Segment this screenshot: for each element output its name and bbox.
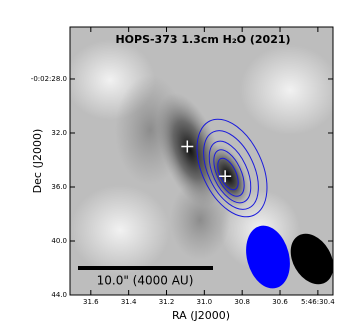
y-axis-label: Dec (J2000): [31, 129, 44, 194]
y-tick-label: 40.0: [51, 237, 67, 245]
x-tick-label: 31.2: [159, 298, 175, 306]
y-tick-label: 36.0: [51, 183, 67, 191]
x-tick-label: 31.6: [83, 298, 99, 306]
x-tick-label: 30.8: [234, 298, 250, 306]
x-tick-label: 5:46:30.4: [301, 298, 335, 306]
x-tick-label: 30.6: [272, 298, 288, 306]
contours: [196, 118, 268, 218]
beam-black: [290, 233, 334, 285]
x-tick-label: 31.0: [197, 298, 213, 306]
y-tick-label: 44.0: [51, 291, 67, 299]
plot-frame: [69, 26, 334, 296]
x-axis-label: RA (J2000): [172, 309, 230, 322]
marker: [181, 140, 194, 153]
y-tick-label: 32.0: [51, 129, 67, 137]
image: [70, 27, 333, 295]
x-tick-label: 31.4: [121, 298, 137, 306]
beam-blue: [246, 225, 290, 289]
scale-bar-label: 10.0" (4000 AU): [97, 274, 194, 288]
y-tick-label: -0:02:28.0: [31, 75, 67, 83]
marker: [219, 170, 232, 183]
chart-title: HOPS-373 1.3cm H₂O (2021): [115, 33, 290, 46]
